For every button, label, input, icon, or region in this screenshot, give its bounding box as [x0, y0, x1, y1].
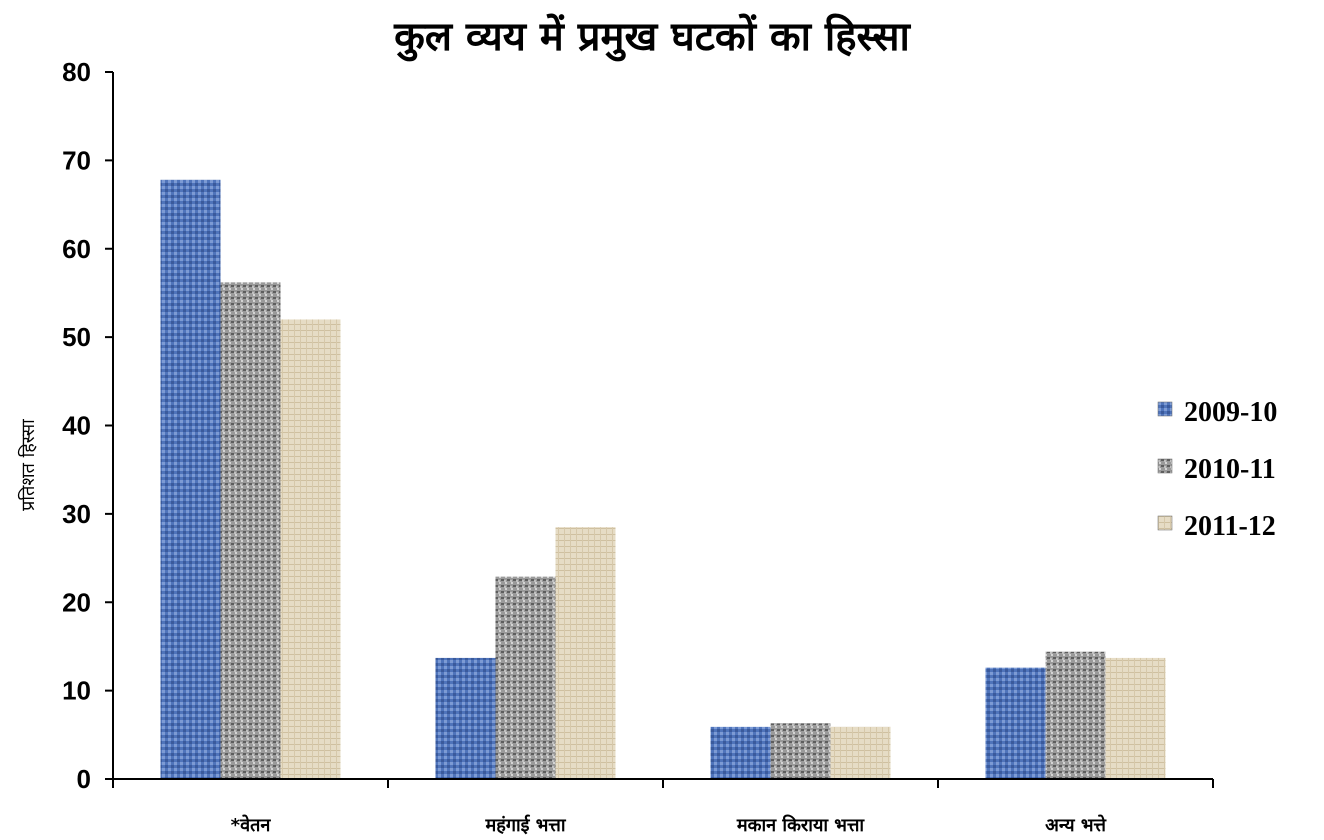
bar-2011-12-2 [830, 726, 891, 779]
y-tick-label: 70 [62, 145, 91, 175]
y-tick-label: 30 [62, 499, 91, 529]
bars-group [160, 179, 1166, 779]
bar-2010-11-3 [1045, 651, 1106, 779]
legend-label-2011-12: 2011-12 [1184, 511, 1276, 542]
chart-title: कुल व्यय में प्रमुख घटकों का हिस्सा [393, 13, 911, 62]
legend: 2009-10 2010-11 2011-12 [1157, 397, 1277, 542]
legend-swatch-2010-11 [1157, 458, 1173, 474]
x-tick-label: अन्य भत्ते [1045, 814, 1107, 836]
legend-label-2009-10: 2009-10 [1184, 397, 1277, 428]
y-axis: 0 10 20 30 40 50 60 70 80 [62, 57, 113, 794]
axes [105, 72, 1213, 780]
bar-2009-10-2 [710, 726, 771, 779]
x-tick-label: *वेतन [231, 814, 272, 836]
legend-swatch-2009-10 [1157, 401, 1173, 417]
bar-2010-11-1 [495, 576, 556, 779]
y-tick-label: 60 [62, 234, 91, 264]
bar-2009-10-3 [985, 667, 1046, 779]
y-tick-label: 0 [77, 764, 91, 794]
bar-2011-12-0 [280, 319, 341, 779]
bar-2010-11-0 [220, 282, 281, 779]
bar-2010-11-2 [770, 723, 831, 779]
y-axis-label: प्रतिशत हिस्सा [17, 419, 39, 511]
y-tick-label: 20 [62, 587, 91, 617]
legend-label-2010-11: 2010-11 [1184, 454, 1276, 485]
y-tick-label: 50 [62, 322, 91, 352]
legend-swatch-2011-12 [1157, 515, 1173, 531]
bar-2009-10-0 [160, 179, 221, 779]
y-tick-label: 80 [62, 57, 91, 87]
y-tick-label: 40 [62, 411, 91, 441]
y-tick-label: 10 [62, 676, 91, 706]
x-axis: *वेतन महंगाई भत्ता मकान किराया भत्ता अन्य भ… [112, 779, 1214, 836]
bar-2009-10-1 [435, 657, 496, 779]
x-tick-label: महंगाई भत्ता [485, 814, 567, 836]
bar-2011-12-3 [1105, 657, 1166, 779]
bar-2011-12-1 [555, 527, 616, 779]
x-tick-label: मकान किराया भत्ता [736, 814, 865, 836]
